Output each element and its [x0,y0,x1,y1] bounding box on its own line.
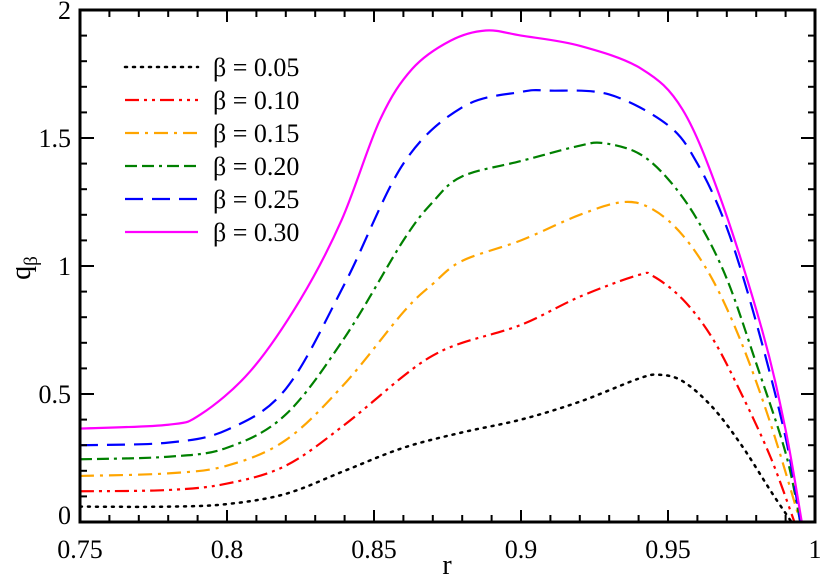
y-tick-label: 1 [58,252,71,281]
legend-label-1: β = 0.10 [213,86,299,115]
x-tick-label: 0.8 [211,535,244,564]
series-line-0 [80,373,793,522]
y-tick-label: 2 [58,0,71,25]
x-tick-label: 0.95 [645,535,691,564]
series-line-4 [80,88,802,522]
legend: β = 0.05 β = 0.10 β = 0.15 β = 0.20 β = 0.25… [123,53,299,247]
x-axis-label: r [442,550,452,575]
series-line-1 [80,271,796,522]
y-tick-label: 0 [58,501,71,530]
y-axis-label-main: q [6,266,37,280]
x-tick-label: 0.75 [57,535,103,564]
y-tick-label: 1.5 [39,124,72,153]
x-tick-label: 0.9 [505,535,538,564]
legend-label-4: β = 0.25 [213,185,299,214]
x-tick-label: 1 [809,535,822,564]
legend-label-0: β = 0.05 [213,53,299,82]
y-tick-label: 0.5 [39,380,72,409]
legend-label-5: β = 0.30 [213,218,299,247]
series-line-5 [80,29,803,522]
x-tick-label: 0.85 [351,535,397,564]
y-axis-label: qβ [6,256,42,280]
legend-label-2: β = 0.15 [213,119,299,148]
series-line-2 [80,200,802,522]
y-axis-label-subscript: β [21,256,42,266]
legend-label-3: β = 0.20 [213,152,299,181]
series-line-3 [80,141,802,522]
